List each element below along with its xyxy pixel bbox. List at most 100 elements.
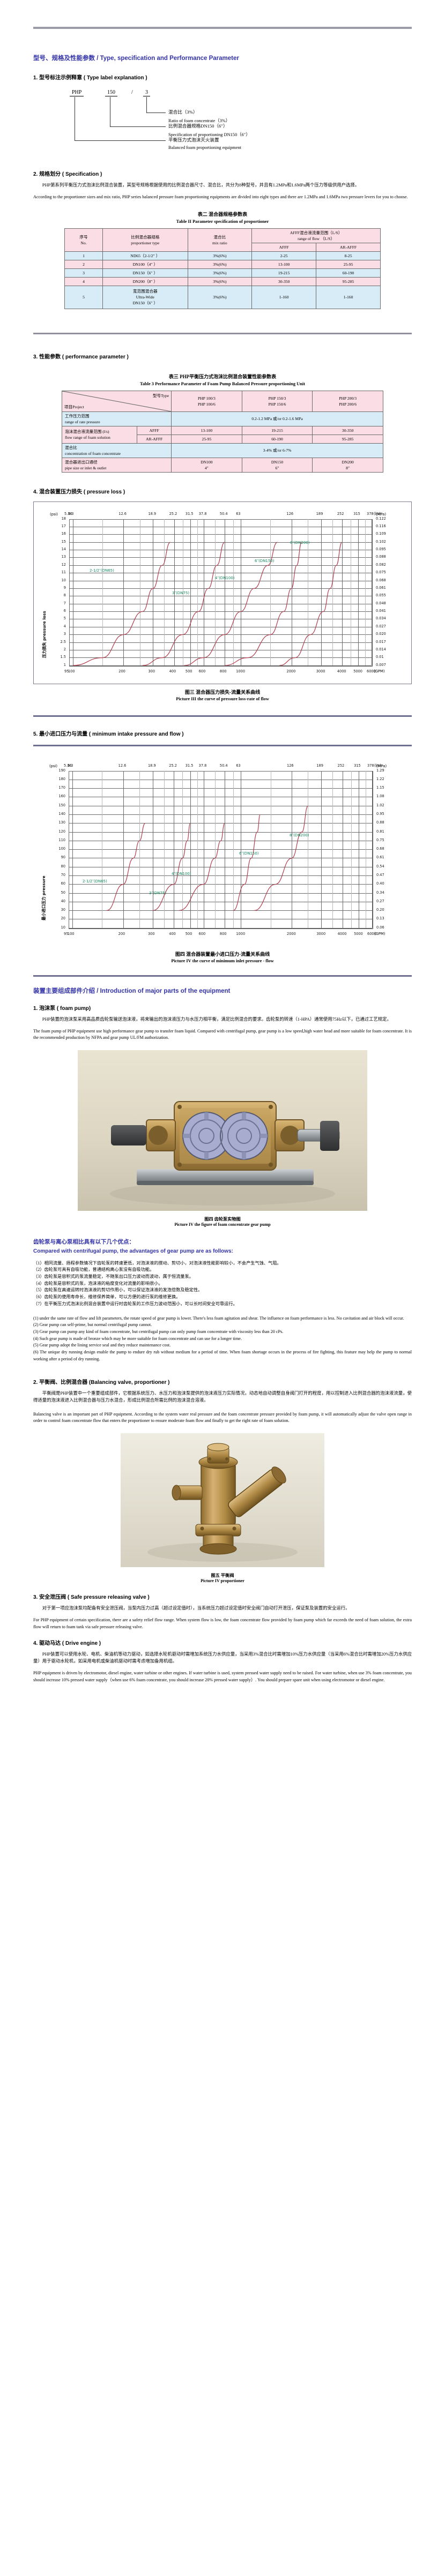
axis-tick-right: 0.54	[376, 864, 384, 868]
axis-tick-right: 0.109	[376, 531, 386, 536]
axis-tick-right: 1.15	[376, 785, 384, 790]
axis-tick-top: 50.4	[219, 763, 228, 768]
axis-tick-bottom: 500	[185, 931, 192, 936]
th-model-2-l1: PHP 150/3	[268, 395, 286, 401]
item-3-heading: 3. 性能参数 ( performance parameter )	[33, 354, 129, 360]
curve-label: 4″(DN100)	[215, 575, 235, 580]
curve-label: 8″(DN200)	[290, 833, 309, 837]
balancing-valve-image	[121, 1433, 324, 1567]
item-1-heading: 1. 型号标注示例释意 ( Type label explanation )	[33, 74, 147, 81]
list-item: (3) Gear pump can pump any kind of foam …	[33, 1329, 284, 1334]
gridline-vertical-minor	[270, 519, 271, 665]
cell-type-line3: DN150（6″ ）	[132, 301, 158, 306]
axis-tick-left: 50	[61, 890, 65, 895]
th-type: 比例混合器规格 proportioner type	[102, 228, 188, 252]
axis-tick-right: 0.055	[376, 593, 386, 598]
table3-caption-cn: 表三 PHP平衡压力式泡沫比例混合装置性能参数表	[168, 373, 277, 379]
axis-tick-top: 126	[287, 763, 294, 768]
list-item: (5) Gear pump adopt the lining service s…	[33, 1343, 171, 1348]
table-row: 工作压力范围 range of rate pressure 0.2-1.2 MP…	[61, 411, 383, 426]
axis-tick-right: 0.01	[376, 655, 384, 660]
cell-type-line1: 宽范围混合器	[132, 289, 158, 294]
gridline-vertical-minor	[214, 519, 216, 665]
axis-tick-right: 0.068	[376, 578, 386, 582]
axis-unit-left: (psi)	[49, 763, 58, 768]
cell-type: 宽范围混合器 Ultra-Wide DN150（6″ ）	[102, 285, 188, 309]
section-2-title-en: / Introduction of major parts of the equ…	[97, 987, 231, 994]
gridline-vertical-minor	[164, 770, 165, 928]
cell-ar: 25-95	[316, 259, 381, 269]
type-code-php: PHP	[70, 89, 84, 96]
axis-unit-top: (l/s)	[374, 511, 381, 516]
axis-tick-left: 2.5	[60, 639, 66, 644]
gridline-vertical	[123, 770, 124, 928]
axis-tick-left: 17	[61, 524, 66, 529]
cell-ar: 60-190	[316, 268, 381, 278]
th-model-2-l2: PHP 150/6	[268, 401, 286, 407]
gearpump-advantages-en-list: (1) under the same rate of flow and lift…	[33, 1315, 412, 1363]
axis-tick-left: 80	[61, 864, 65, 868]
axis-tick-right: 0.75	[376, 837, 384, 842]
axis-tick-top: 31.5	[185, 763, 194, 768]
axis-tick-right: 0.095	[376, 547, 386, 552]
axis-tick-right: 0.81	[376, 829, 384, 834]
balancing-photo-caption-cn: 图五 平衡阀	[211, 1572, 234, 1578]
gridline-horizontal	[69, 788, 372, 789]
list-item: （6）齿轮泵的使用寿命长，维修保养简单，可以方便的进行泵的维修更换。	[33, 1294, 181, 1300]
cell-type: DN100（4″ ）	[102, 259, 188, 269]
cell-pipe-3-dn: DN200	[342, 459, 354, 465]
axis-tick-left: 70	[61, 872, 65, 877]
axis-tick-right: 0.116	[376, 524, 386, 529]
th-afff: AFFF	[251, 242, 317, 252]
row-flow-sub-afff: AFFF	[137, 425, 172, 435]
gearpump-advantages-heading-en: Compared with centrifugal pump, the adva…	[33, 1248, 233, 1254]
axis-tick-bottom: 200	[118, 669, 125, 673]
axis-tick-left: 130	[58, 820, 65, 825]
axis-tick-left: 170	[58, 785, 65, 790]
curve-label: 4″(DN100)	[172, 871, 191, 876]
type-note-spec-cn: 比例混合器规格DN150（6″）	[168, 123, 228, 129]
th-ratio-en: mix ratio	[212, 240, 227, 245]
cell-ratio: 3%(6%)	[187, 259, 253, 269]
axis-tick-right: 0.88	[376, 820, 384, 825]
axis-tick-top: 18.9	[148, 511, 157, 516]
axis-tick-bottom: 3000	[316, 931, 326, 936]
table3-caption-en: Table 3 Performance Parameter of Foam Pu…	[140, 381, 305, 386]
axis-tick-right: 0.47	[376, 872, 384, 877]
axis-tick-left: 16	[61, 531, 66, 536]
gridline-horizontal	[69, 642, 372, 643]
axis-tick-top: 252	[337, 763, 345, 768]
table-row: 4 DN200（8″ ） 3%(6%) 30-350 95-285	[64, 276, 381, 286]
divider-2	[33, 332, 412, 334]
gridline-horizontal	[69, 611, 372, 612]
cell-flow-ar-2: 60-190	[241, 434, 313, 444]
axis-tick-top: 5.36	[64, 763, 72, 768]
cell-pipe-2: DN150 6″	[241, 457, 313, 473]
axis-tick-right: 0.34	[376, 890, 384, 895]
list-item: （3）齿轮泵是容积式的泵流量稳定，不随泵出口压力波动而波动，属于恒流量泵。	[33, 1274, 194, 1279]
axis-tick-top: 25.2	[169, 763, 177, 768]
list-item: （2）齿轮泵可具有自吸功能，普通结构离心泵没有自吸功能。	[33, 1267, 154, 1272]
gridline-horizontal	[69, 849, 372, 850]
axis-tick-right: 0.034	[376, 616, 386, 621]
gridline-vertical-minor	[214, 770, 216, 928]
cell-ratio: 3%(6%)	[187, 276, 253, 286]
cell-type: DN150（6″ ）	[102, 268, 188, 278]
axis-tick-left: 60	[61, 881, 65, 886]
axis-unit-bottom: (GPM)	[374, 931, 385, 936]
type-note-equipment-en: Balanced foam proportioning equipment	[168, 145, 242, 150]
axis-tick-bottom: 400	[169, 669, 176, 673]
axis-tick-bottom: 4000	[337, 669, 346, 673]
cell-flow-afff-3: 30-350	[312, 425, 383, 435]
divider-3	[33, 715, 412, 717]
table-row: 混合比 concentration of foam concentrate 3-…	[61, 443, 383, 458]
document-page: 型号、规格及性能参数 / Type, specification and Per…	[33, 27, 412, 1682]
row-flow-label: 泡沫混合液流量范围 (l/s) flow range of foam solut…	[61, 425, 138, 444]
th-model-2: PHP 150/3 PHP 150/6	[241, 390, 313, 412]
axis-tick-top: 37.8	[198, 511, 207, 516]
axis-tick-top: 31.5	[185, 511, 194, 516]
row-mix-label-en: concentration of foam concentrate	[65, 451, 121, 456]
axis-tick-left: 30	[61, 908, 65, 912]
curve-label: 6″(DN150)	[255, 558, 275, 563]
table-row: 泡沫混合液流量范围 (l/s) flow range of foam solut…	[61, 425, 383, 444]
